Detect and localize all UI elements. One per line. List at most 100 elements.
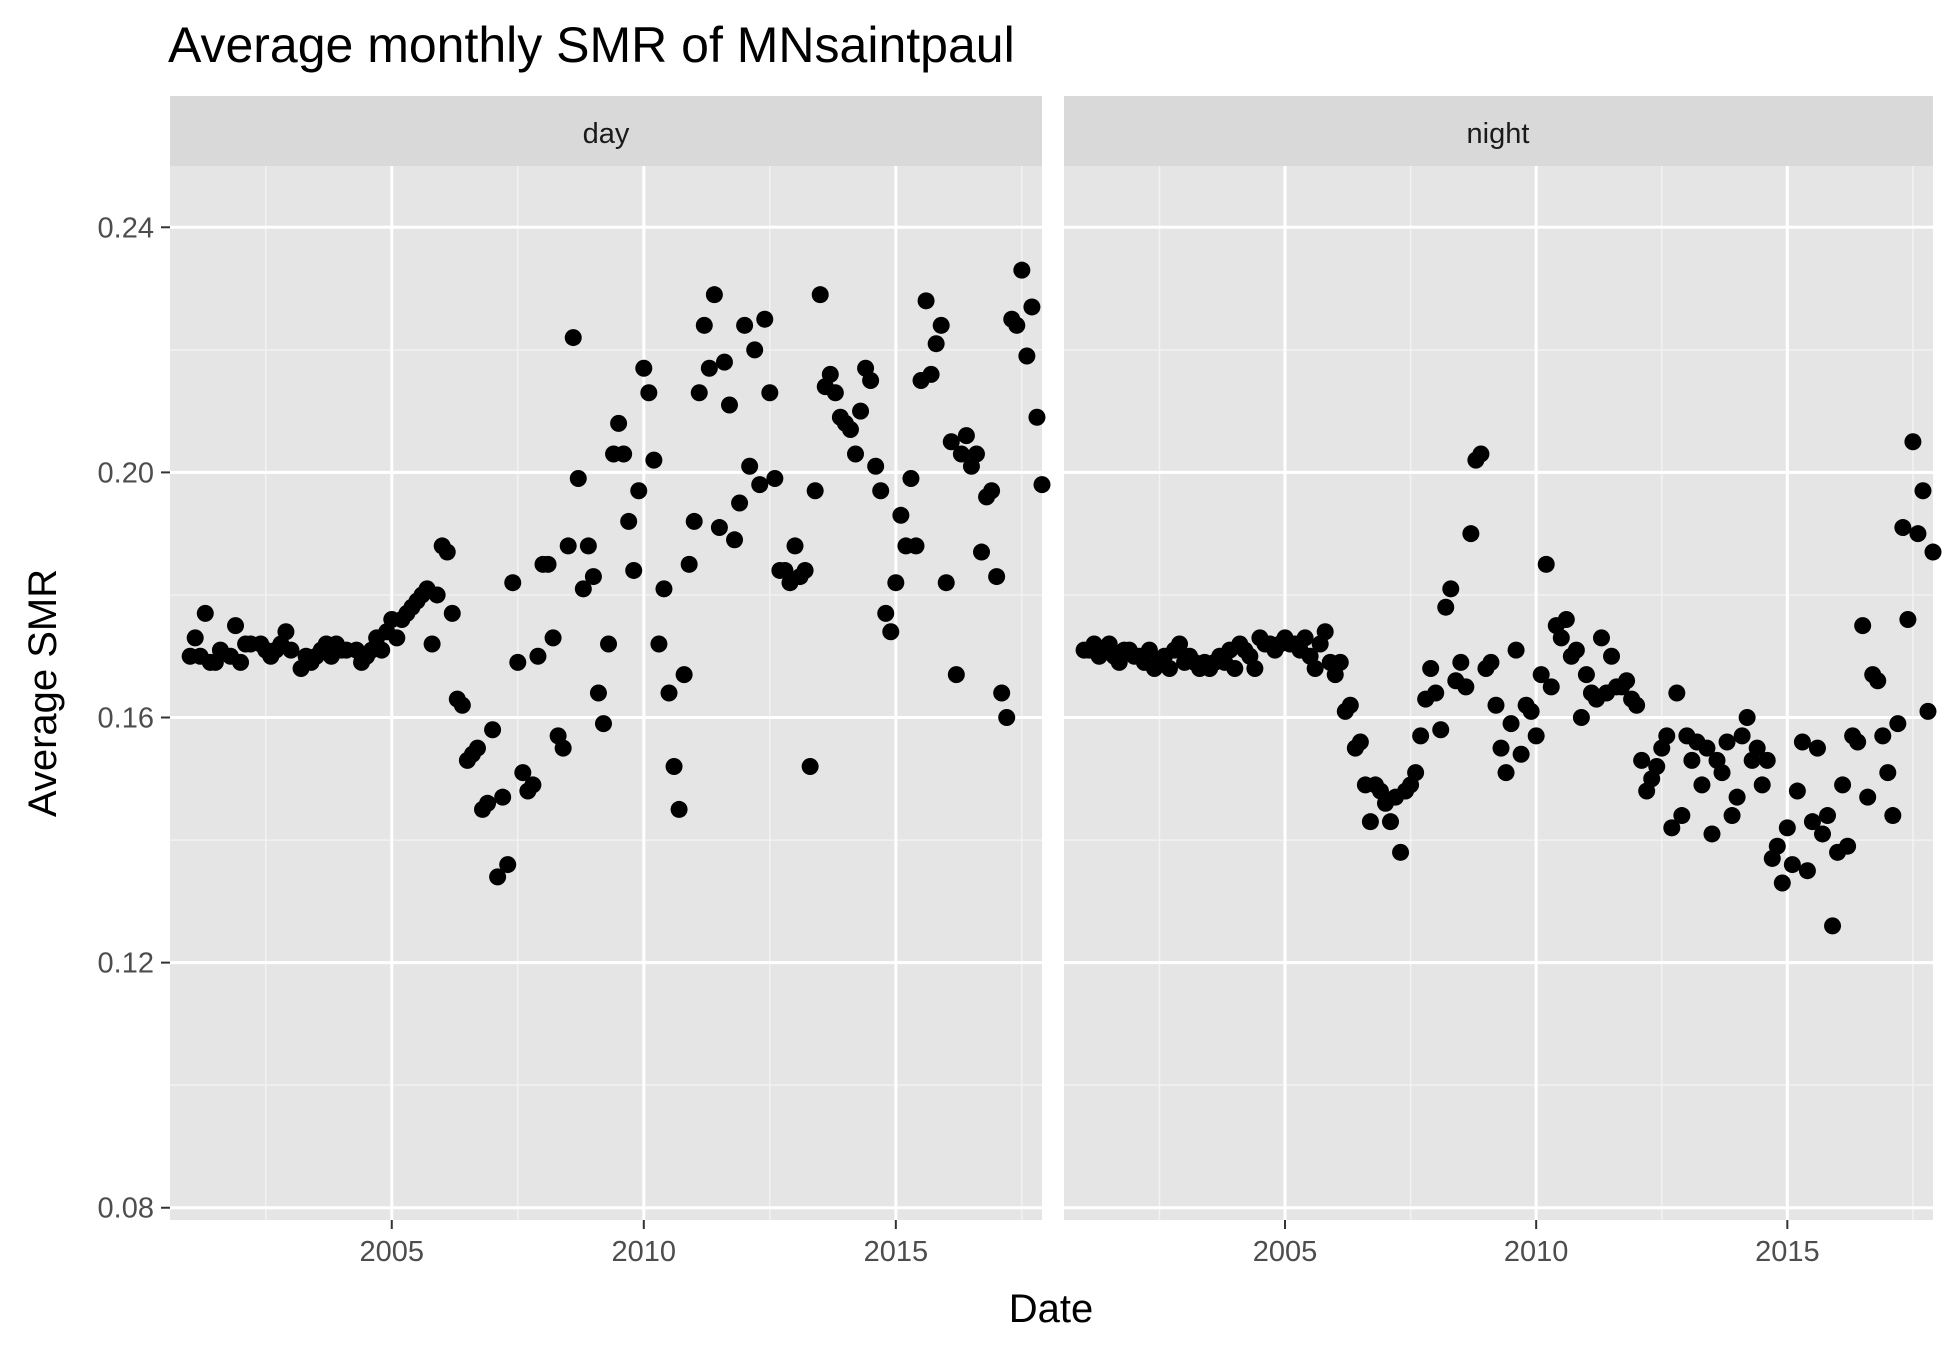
data-point — [630, 482, 648, 500]
data-point — [1718, 733, 1736, 751]
data-point — [1889, 715, 1907, 733]
data-point — [1457, 678, 1475, 696]
data-point — [690, 384, 708, 402]
data-point — [554, 739, 572, 757]
data-point — [1793, 733, 1811, 751]
data-point — [1618, 672, 1636, 690]
data-point — [1572, 709, 1590, 727]
data-point — [1693, 776, 1711, 794]
data-point — [841, 421, 859, 438]
data-point — [1306, 659, 1324, 677]
x-tick-label: 2005 — [360, 1236, 425, 1268]
data-point — [872, 482, 890, 500]
data-point — [1532, 666, 1550, 684]
data-point — [902, 470, 920, 488]
data-point — [438, 543, 456, 561]
data-point — [1919, 702, 1937, 720]
data-point — [1246, 659, 1264, 677]
data-point — [1668, 684, 1686, 702]
data-point — [1492, 739, 1510, 757]
data-point — [1482, 653, 1500, 671]
data-point — [811, 286, 829, 304]
data-point — [1331, 653, 1349, 671]
data-point — [1557, 610, 1575, 628]
data-point — [967, 445, 985, 463]
data-point — [1361, 813, 1379, 831]
data-point — [564, 329, 582, 347]
data-point — [882, 623, 900, 641]
data-point — [756, 310, 774, 328]
data-point — [1813, 825, 1831, 843]
data-point — [1422, 659, 1440, 677]
data-point — [1462, 525, 1480, 543]
data-point — [468, 739, 486, 757]
data-point — [660, 684, 678, 702]
data-point — [1392, 843, 1410, 861]
y-axis-title: Average SMR — [21, 569, 65, 817]
data-point — [1140, 641, 1158, 659]
data-point — [1869, 672, 1887, 690]
data-point — [594, 715, 612, 733]
data-point — [584, 568, 602, 586]
data-point — [1773, 874, 1791, 892]
data-point — [524, 776, 542, 794]
points-night — [1075, 433, 1942, 935]
data-point — [1924, 543, 1942, 561]
data-point — [1497, 764, 1515, 782]
data-point — [1512, 745, 1530, 763]
data-point — [862, 371, 880, 389]
data-point — [282, 641, 300, 659]
data-point — [1226, 659, 1244, 677]
data-point — [1663, 819, 1681, 837]
data-point — [1542, 678, 1560, 696]
data-point — [917, 292, 935, 310]
data-point — [509, 653, 527, 671]
y-tick-label: 0.24 — [98, 212, 154, 244]
data-point — [645, 451, 663, 469]
data-point — [1778, 819, 1796, 837]
data-point — [544, 629, 562, 647]
data-point — [710, 519, 728, 537]
data-point — [852, 402, 870, 420]
data-point — [1658, 727, 1676, 745]
data-point — [186, 629, 204, 647]
data-point — [761, 384, 779, 402]
data-point — [655, 580, 673, 598]
data-point — [1603, 647, 1621, 665]
data-point — [1013, 261, 1031, 279]
data-point — [569, 470, 587, 488]
data-point — [504, 574, 522, 592]
data-point — [1171, 635, 1189, 653]
data-point — [373, 641, 391, 659]
data-point — [927, 335, 945, 353]
x-tick-label: 2015 — [1755, 1236, 1820, 1268]
data-point — [1899, 610, 1917, 628]
data-point — [670, 800, 688, 818]
strip-label-night: night — [1467, 118, 1530, 150]
strip-label-day: day — [583, 118, 630, 150]
data-point — [529, 647, 547, 665]
data-point — [423, 635, 441, 653]
data-point — [1527, 727, 1545, 745]
data-point — [952, 445, 970, 463]
data-point — [1567, 641, 1585, 659]
data-point — [1783, 856, 1801, 874]
data-point — [579, 537, 597, 555]
panel-background-night — [1064, 166, 1933, 1220]
data-point — [1758, 751, 1776, 769]
data-point — [665, 758, 683, 776]
data-point — [1904, 433, 1922, 451]
data-point — [705, 286, 723, 304]
panel-day: day 2005 2010 2015 — [170, 96, 1051, 1268]
data-point — [907, 537, 925, 555]
data-point — [1427, 684, 1445, 702]
data-point — [1316, 623, 1334, 641]
data-point — [1839, 837, 1857, 855]
data-point — [1703, 825, 1721, 843]
data-point — [494, 788, 512, 806]
data-point — [1537, 555, 1555, 573]
data-point — [1798, 862, 1816, 880]
data-point — [1914, 482, 1932, 500]
data-point — [489, 868, 507, 886]
